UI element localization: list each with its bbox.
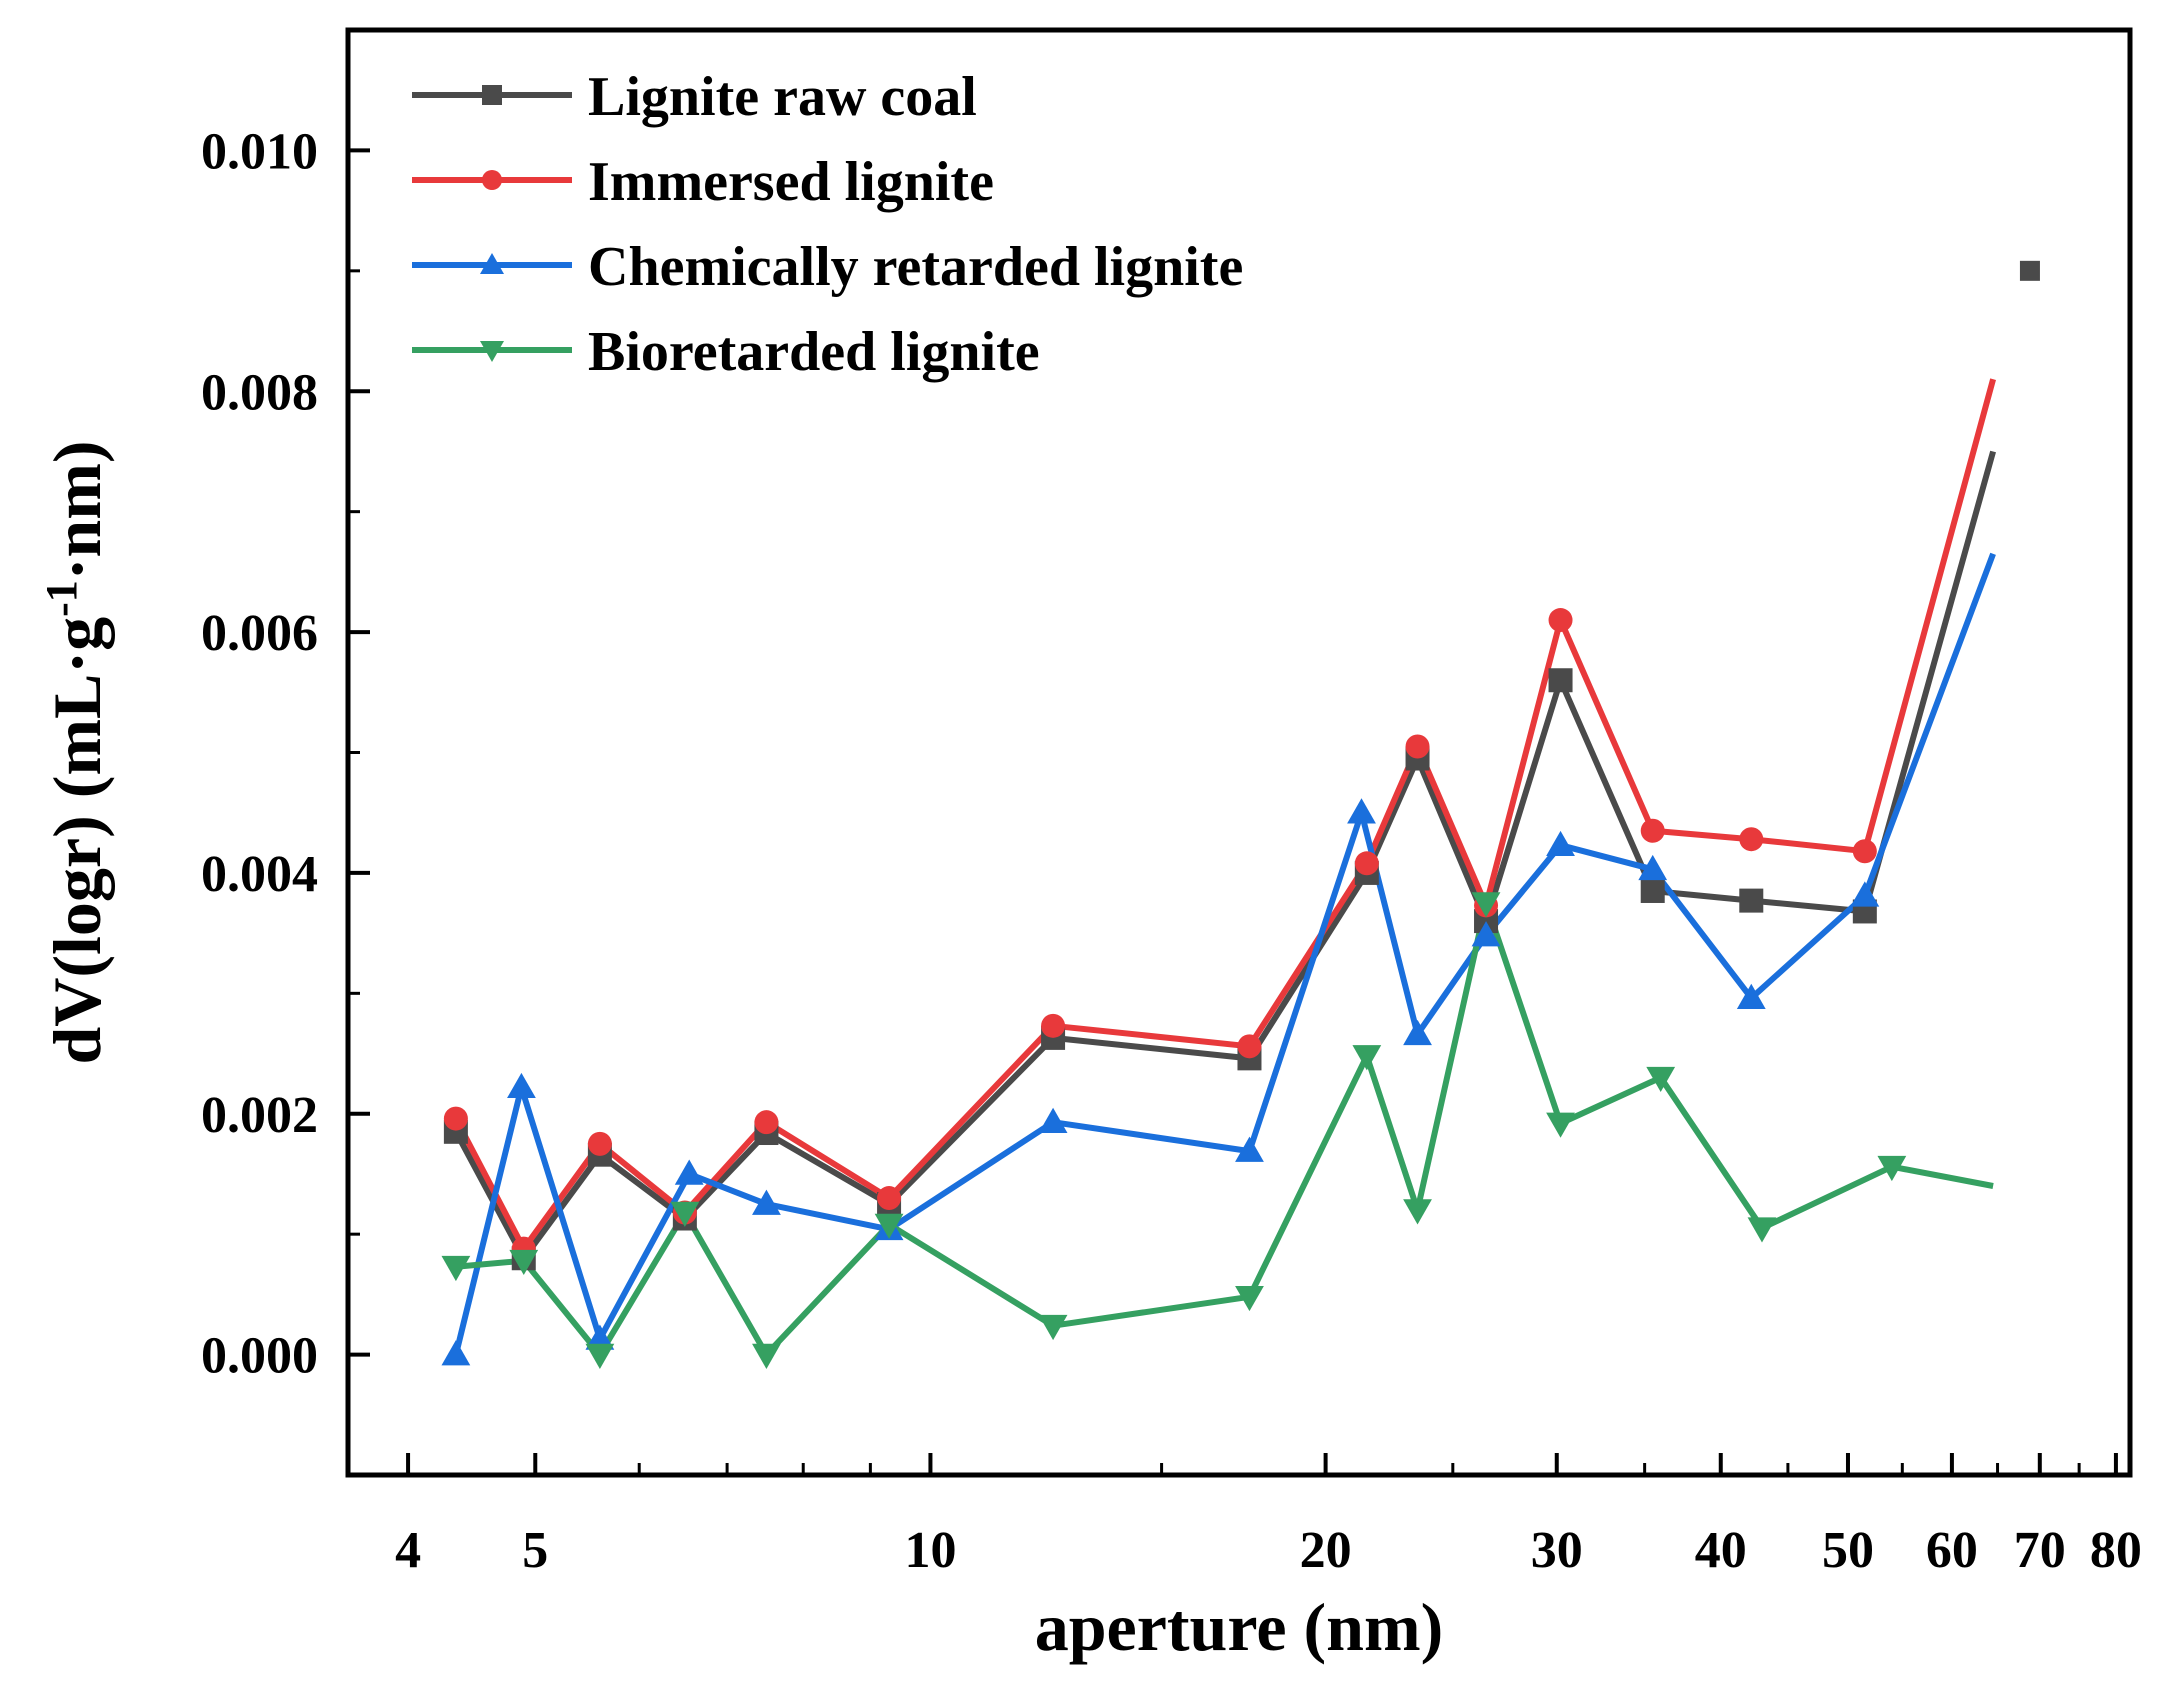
data-point xyxy=(1471,892,1501,918)
data-point xyxy=(441,1255,471,1282)
x-tick-label: 10 xyxy=(904,1522,956,1579)
series-line xyxy=(452,552,1996,1356)
series-lines xyxy=(452,378,1996,1358)
series-line xyxy=(455,900,1994,1358)
data-point xyxy=(874,1213,904,1239)
axes-ticks xyxy=(348,148,2118,1475)
data-point xyxy=(1546,1112,1575,1138)
data-point xyxy=(1041,1013,1066,1038)
series-markers xyxy=(441,260,2040,1369)
data-point xyxy=(1352,1045,1382,1071)
x-tick-label: 5 xyxy=(522,1522,548,1579)
data-point xyxy=(443,1106,468,1131)
y-axis-title: dV(logr) (mL·g-1·nm) xyxy=(37,440,116,1064)
data-point xyxy=(1405,734,1430,759)
data-point xyxy=(1235,1285,1264,1312)
data-point xyxy=(1548,668,1573,693)
y-axis-title-tail: ·nm) xyxy=(39,440,115,580)
x-tick-label: 50 xyxy=(1822,1522,1874,1579)
data-point xyxy=(482,85,502,105)
legend-label: Chemically retarded lignite xyxy=(588,236,1243,298)
y-tick-label: 0.006 xyxy=(201,605,318,662)
data-point xyxy=(1403,1199,1432,1225)
y-tick-label: 0.004 xyxy=(201,846,318,903)
data-point xyxy=(1638,854,1668,881)
x-tick-label: 80 xyxy=(2090,1522,2142,1579)
data-point xyxy=(752,1189,781,1215)
data-point xyxy=(585,1324,615,1350)
data-point xyxy=(441,1340,471,1366)
y-tick-label: 0.008 xyxy=(201,364,318,421)
plot-frame xyxy=(345,27,2133,1478)
x-tick-label: 40 xyxy=(1695,1522,1747,1579)
legend-label: Bioretarded lignite xyxy=(588,321,1040,383)
data-point xyxy=(1038,1107,1068,1133)
legend: Lignite raw coal Immersed lignite Chemical… xyxy=(412,66,1243,383)
series-line xyxy=(453,450,1996,1262)
tick-labels: 0.000 0.002 0.004 0.006 0.008 0.010 4 5 10 20 30 40… xyxy=(201,123,2142,1579)
data-point xyxy=(1235,1136,1264,1162)
y-axis-title-sup: -1 xyxy=(37,580,86,617)
x-tick-label: 70 xyxy=(2014,1522,2066,1579)
data-point xyxy=(754,1110,779,1135)
data-point xyxy=(587,1131,612,1156)
data-point xyxy=(585,1343,615,1369)
data-point xyxy=(674,1159,704,1185)
data-point xyxy=(670,1201,700,1227)
x-tick-label: 20 xyxy=(1300,1522,1352,1579)
data-point xyxy=(1471,921,1501,947)
data-point xyxy=(1548,608,1573,633)
data-point xyxy=(1403,1019,1432,1046)
y-tick-label: 0.002 xyxy=(201,1087,318,1144)
data-point xyxy=(752,1343,781,1369)
data-point xyxy=(1850,881,1880,907)
x-axis-title: aperture (nm) xyxy=(1035,1589,1444,1665)
data-point xyxy=(2019,260,2040,281)
x-tick-label: 30 xyxy=(1531,1522,1583,1579)
data-point xyxy=(1736,983,1766,1009)
series-line xyxy=(453,378,1996,1252)
data-point xyxy=(1640,818,1665,843)
legend-label: Immersed lignite xyxy=(588,151,994,213)
x-tick-label: 60 xyxy=(1926,1522,1978,1579)
legend-label: Lignite raw coal xyxy=(588,66,977,128)
data-point xyxy=(1747,1217,1777,1243)
data-point xyxy=(1237,1034,1262,1059)
data-point xyxy=(1739,888,1764,913)
data-point xyxy=(509,1249,539,1276)
data-point xyxy=(480,341,504,362)
data-point xyxy=(482,170,502,190)
data-point xyxy=(1038,1314,1068,1341)
data-point xyxy=(1877,1155,1907,1182)
data-point xyxy=(507,1072,536,1099)
y-tick-label: 0.000 xyxy=(201,1328,318,1385)
data-point xyxy=(1347,798,1376,824)
y-tick-label: 0.010 xyxy=(201,123,318,180)
data-point xyxy=(1739,827,1764,852)
data-point xyxy=(1546,830,1575,857)
y-axis-title-main: dV(logr) (mL·g xyxy=(39,617,115,1065)
data-point xyxy=(1640,878,1665,903)
data-point xyxy=(1354,851,1379,876)
data-point xyxy=(1646,1066,1676,1093)
data-point xyxy=(877,1186,902,1211)
data-point xyxy=(480,253,504,274)
x-tick-label: 4 xyxy=(395,1522,421,1579)
data-point xyxy=(1852,839,1877,864)
